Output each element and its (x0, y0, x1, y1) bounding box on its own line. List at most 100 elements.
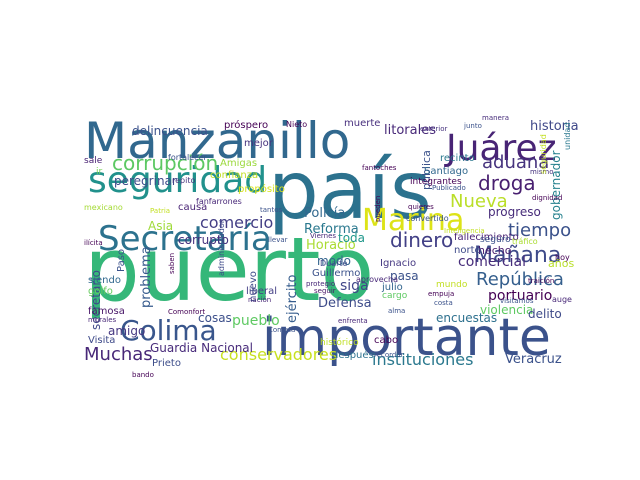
word-102: fantoches (362, 164, 397, 172)
word-39: secretario (89, 270, 103, 330)
word-23: portuario (488, 288, 552, 304)
word-126: traición (528, 277, 554, 285)
word-50: pública (420, 150, 433, 190)
word-96: unidad (563, 123, 572, 150)
word-16: tiempo (508, 220, 571, 241)
word-63: julio (381, 282, 403, 293)
word-125: seguridad (539, 134, 548, 174)
word-9: corrupción (112, 151, 218, 175)
word-62: liberal (246, 286, 277, 297)
word-42: encuestas (436, 311, 497, 325)
word-105: seguir (314, 287, 336, 295)
word-124: enfrenta (338, 317, 368, 325)
word-35: Asia (148, 219, 173, 233)
word-123: empuja (428, 290, 454, 298)
word-117: Patria (150, 207, 170, 215)
word-25: Veracruz (505, 352, 562, 367)
word-49: amigo (108, 324, 145, 338)
word-76: recinto (440, 153, 475, 164)
word-98: dignidad (532, 194, 562, 202)
word-70: Amigas (220, 158, 257, 169)
word-65: después (332, 349, 374, 361)
word-72: propósito (238, 183, 285, 195)
word-85: mexicano (84, 203, 123, 212)
word-13: dinero (390, 228, 453, 252)
word-127: visitamos (500, 297, 534, 305)
word-61: Prieto (152, 358, 181, 369)
word-120: Inteligencia (444, 227, 485, 235)
word-36: corrupto (178, 233, 229, 247)
word-53: muerte (344, 118, 380, 129)
word-18: Muchas (84, 344, 153, 365)
word-101: junto (463, 122, 482, 130)
word-108: Cometa (268, 326, 295, 334)
word-95: convertido (406, 214, 449, 223)
word-88: cargo (382, 291, 408, 301)
word-93: Duarte (320, 259, 348, 268)
word-114: ilícita (84, 239, 103, 247)
word-27: Reforma (304, 222, 359, 237)
word-73: fallecimiento (454, 232, 519, 243)
word-6: Marina (362, 203, 464, 238)
word-56: causa (178, 202, 207, 213)
word-58: famosa (88, 306, 125, 317)
word-45: pasa (390, 269, 419, 283)
word-64: cabo (374, 335, 398, 346)
word-82: Nieto (286, 120, 307, 129)
word-90: hoy (555, 253, 570, 262)
word-43: progreso (488, 205, 541, 219)
word-14: República (476, 269, 564, 290)
word-92: auge (552, 295, 572, 304)
word-54: próspero (224, 119, 268, 131)
word-79: ir (96, 167, 103, 177)
word-104: pueden (374, 196, 382, 222)
word-83: fanfarrones (196, 197, 242, 206)
word-87: mundo (436, 280, 468, 290)
word-31: ejército (285, 274, 300, 323)
word-0: puerto (84, 218, 374, 321)
word-52: años (548, 257, 574, 270)
word-109: Comonfort (168, 308, 205, 316)
word-71: confianza (210, 170, 258, 181)
word-119: nación (248, 296, 271, 304)
word-2: importante (262, 308, 551, 368)
word-33: delincuencia (132, 124, 208, 138)
word-75: Santiago (424, 166, 468, 177)
word-30: Defensa (318, 296, 372, 311)
word-51: hecho (478, 244, 512, 257)
word-46: toda (338, 231, 365, 245)
word-19: conservadores (220, 345, 337, 364)
word-100: exterior (420, 125, 447, 133)
word-3: Manzanillo (84, 112, 350, 170)
word-38: problema (139, 246, 154, 308)
word-111: alma (388, 307, 405, 315)
word-77: integrantes (410, 177, 462, 187)
word-97: mismo (530, 168, 554, 176)
word-113: llevar (268, 236, 288, 244)
word-24: comercial (458, 254, 526, 270)
word-86: histórico (320, 337, 359, 348)
word-12: Mañana (474, 243, 561, 268)
word-1: país (268, 144, 432, 237)
word-59: siendo (88, 275, 121, 286)
word-29: siga (340, 278, 369, 294)
word-34: peregrinar (114, 174, 177, 188)
word-10: droga (478, 171, 536, 195)
word-5: Secretaría (98, 219, 272, 259)
word-118: tantos (260, 206, 282, 214)
word-116: bando (132, 371, 154, 379)
word-103: Publicado (432, 184, 466, 192)
word-112: quieres (408, 203, 434, 211)
word-106: costa (434, 299, 453, 307)
word-41: delito (528, 307, 562, 321)
word-57: Visita (88, 335, 115, 346)
word-37: Guardia Nacional (150, 341, 253, 355)
word-11: aduana (482, 152, 549, 173)
word-81: repito (172, 176, 195, 185)
word-21: pueblo (232, 313, 280, 329)
word-107: Viernes (310, 232, 336, 240)
word-99: manera (482, 114, 509, 122)
word-121: saben (168, 253, 176, 274)
word-55: mejor (244, 138, 274, 149)
